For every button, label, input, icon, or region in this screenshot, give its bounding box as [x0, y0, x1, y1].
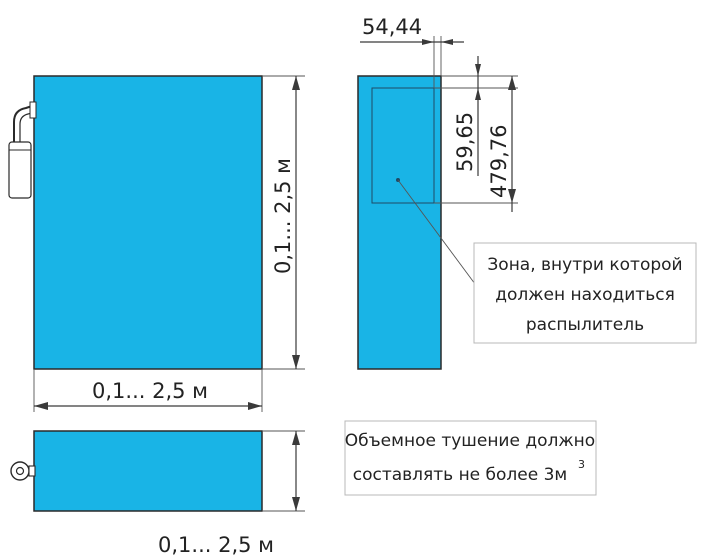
sprayer-zone [371, 87, 435, 204]
top-depth-dimension [262, 430, 305, 512]
side-view-box [357, 75, 442, 370]
zone-leader-line [397, 179, 479, 289]
top-depth-label: 0,1... 2,5 м [158, 533, 274, 557]
zone-note-line-1: Зона, внутри которой [487, 255, 682, 275]
front-height-dimension [262, 75, 305, 370]
volume-note-box [344, 420, 597, 496]
sprayer-top-view-icon [10, 461, 36, 481]
front-width-dimension [33, 369, 263, 412]
volume-note-superscript: 3 [578, 458, 585, 471]
top-view-box [33, 430, 263, 512]
zone-note-line-3: распылитель [526, 315, 644, 335]
zone-height-label: 59,65 [453, 112, 477, 172]
zone-offset-label: 479,76 [487, 125, 511, 198]
front-height-label: 0,1... 2,5 м [271, 158, 295, 274]
volume-note-line-2: составлять не более 3м [353, 465, 568, 485]
front-width-label: 0,1... 2,5 м [92, 379, 208, 403]
zone-note-box [473, 242, 697, 344]
zone-note-line-2: должен находиться [495, 285, 675, 305]
zone-height-dimensions [434, 56, 518, 212]
zone-width-dimension [360, 36, 464, 88]
sprayer-cylinder-icon [8, 101, 37, 199]
front-view-box [33, 75, 263, 370]
volume-note-line-1: Объемное тушение должно [345, 431, 595, 451]
zone-width-label: 54,44 [362, 15, 422, 39]
